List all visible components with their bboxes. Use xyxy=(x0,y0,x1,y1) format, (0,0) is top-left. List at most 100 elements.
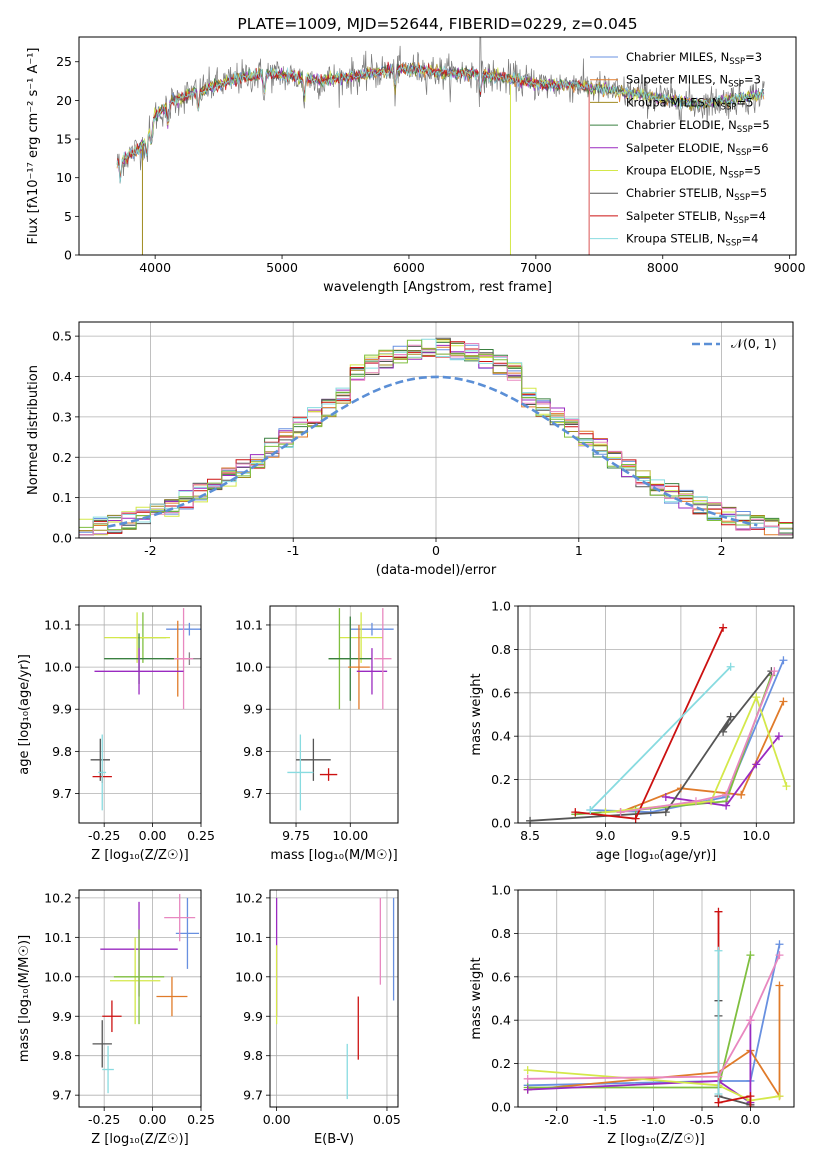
y-tick-label: 9.7 xyxy=(243,786,263,801)
weight-marker xyxy=(523,1066,532,1075)
y-axis-label: mass weight xyxy=(469,957,484,1039)
y-tick-label: 9.8 xyxy=(52,1048,72,1063)
legend-label: Chabrier MILES, NSSP=3 xyxy=(626,50,762,67)
y-axis-label: age [log₁₀(age/yr)] xyxy=(17,654,32,775)
panel-spectrum: PLATE=1009, MJD=52644, FIBERID=0229, z=0… xyxy=(26,15,806,295)
legend: Chabrier MILES, NSSP=3 Salpeter MILES, NS… xyxy=(590,50,770,249)
x-axis-label: E(B-V) xyxy=(314,1132,354,1147)
weight-marker xyxy=(586,805,595,814)
x-tick-label: 9.0 xyxy=(596,828,616,843)
weight-marker xyxy=(775,1092,784,1101)
y-tick-label: 10.0 xyxy=(44,969,72,984)
x-tick-label: 0.25 xyxy=(187,1112,215,1127)
weight-marker xyxy=(631,814,640,823)
y-tick-label: 10.1 xyxy=(44,930,72,945)
y-tick-label: 15 xyxy=(56,132,72,147)
weight-series-line xyxy=(527,954,781,1080)
x-tick-label: 4000 xyxy=(139,260,171,275)
weight-marker xyxy=(775,981,784,990)
legend-label: Kroupa ELODIE, NSSP=5 xyxy=(626,164,761,181)
weight-marker xyxy=(726,662,735,671)
weight-marker xyxy=(746,951,755,960)
y-tick-label: 0.0 xyxy=(491,1100,511,1115)
weight-marker xyxy=(726,712,735,721)
weight-marker xyxy=(782,782,791,791)
y-tick-label: 10.1 xyxy=(235,930,263,945)
weight-series-line xyxy=(527,944,781,1087)
axes-frame xyxy=(78,605,202,824)
plot-area xyxy=(92,893,200,1094)
y-tick-label: 9.9 xyxy=(243,1009,263,1024)
y-tick-label: 9.7 xyxy=(52,1088,72,1103)
chart-title: PLATE=1009, MJD=52644, FIBERID=0229, z=0… xyxy=(237,15,637,33)
x-tick-label: 1 xyxy=(575,543,583,558)
panel-age_vs_Z: -0.25 0.00 0.25 9.7 9.8 9.9 10.0 10.1 Z [log₁₀(Z… xyxy=(17,605,215,863)
legend-label: Salpeter MILES, NSSP=3 xyxy=(626,73,761,90)
panel-weight_vs_age: 8.5 9.0 9.5 10.0 0.0 0.2 0.4 0.6 0.8 1.0 age [log₁… xyxy=(469,599,795,863)
histogram-series xyxy=(79,338,793,536)
legend-label: Chabrier ELODIE, NSSP=5 xyxy=(626,118,770,135)
y-tick-label: 9.9 xyxy=(243,702,263,717)
histogram-series xyxy=(79,339,793,531)
plot-area xyxy=(287,608,394,811)
y-tick-label: 5 xyxy=(64,209,72,224)
y-tick-label: 1.0 xyxy=(491,599,511,614)
panel-residuals: -2 -1 0 1 2 0.0 0.1 0.2 0.3 0.4 0.5 (data-model)/er… xyxy=(26,321,794,578)
weight-series-line xyxy=(589,666,732,811)
weight-marker xyxy=(746,1016,755,1025)
y-tick-label: 0.2 xyxy=(491,772,511,787)
weight-marker xyxy=(523,1085,532,1094)
y-tick-label: 10.0 xyxy=(235,660,263,675)
x-tick-label: 8000 xyxy=(647,260,679,275)
weight-marker xyxy=(722,801,731,810)
weight-marker xyxy=(616,808,625,817)
x-tick-label: 0 xyxy=(432,543,440,558)
weight-marker xyxy=(714,907,723,916)
weight-marker xyxy=(714,1098,723,1107)
panel-weight_vs_Z: -2.0 -1.5 -1.0 -0.5 0.0 0.0 0.2 0.4 0.6 0.8 1.0 Z [… xyxy=(469,883,795,1147)
y-tick-label: 0.0 xyxy=(52,531,72,546)
y-tick-label: 0.6 xyxy=(491,685,511,700)
y-tick-label: 9.7 xyxy=(52,786,72,801)
weight-marker xyxy=(770,667,779,676)
x-axis-label: Z [log₁₀(Z/Z☉)] xyxy=(607,1132,704,1147)
plot-area xyxy=(526,623,791,823)
y-tick-label: 0.6 xyxy=(491,969,511,984)
x-axis-label: wavelength [Angstrom, rest frame] xyxy=(323,280,552,295)
x-tick-label: 5000 xyxy=(266,260,298,275)
weight-marker xyxy=(523,1074,532,1083)
y-tick-label: 0.4 xyxy=(491,729,511,744)
weight-marker xyxy=(737,790,746,799)
y-tick-label: 0.3 xyxy=(52,409,72,424)
y-axis-label: Flux [fλ10⁻¹⁷ erg cm⁻² s⁻¹ A⁻¹] xyxy=(26,48,41,245)
x-tick-label: 9.75 xyxy=(282,828,310,843)
plot-area xyxy=(275,897,395,1100)
axes-frame xyxy=(517,605,795,824)
y-tick-label: 0.1 xyxy=(52,490,72,505)
plot-area xyxy=(90,608,201,811)
x-tick-label: 2 xyxy=(718,543,726,558)
y-tick-label: 9.9 xyxy=(52,1009,72,1024)
x-tick-label: -1 xyxy=(287,543,299,558)
y-tick-label: 10.1 xyxy=(235,617,263,632)
plot-area xyxy=(116,37,765,255)
y-axis-label: Normed distribution xyxy=(26,365,41,495)
weight-series-line xyxy=(527,1020,752,1105)
weight-marker xyxy=(719,727,728,736)
weight-marker xyxy=(571,808,580,817)
y-tick-label: 25 xyxy=(56,54,72,69)
x-tick-label: -2.0 xyxy=(545,1112,569,1127)
x-axis-label: mass [log₁₀(M/M☉)] xyxy=(270,848,397,863)
x-tick-label: -1.0 xyxy=(641,1112,665,1127)
y-tick-label: 0.4 xyxy=(52,369,72,384)
panel-mass_vs_Z: -0.25 0.00 0.25 9.7 9.8 9.9 10.0 10.1 10.2 Z [log… xyxy=(17,889,215,1147)
y-tick-label: 0.2 xyxy=(52,450,72,465)
x-axis-label: (data-model)/error xyxy=(376,563,497,578)
y-tick-label: 20 xyxy=(56,93,72,108)
x-tick-label: 10.0 xyxy=(742,828,770,843)
plot-area xyxy=(79,337,793,536)
weight-marker xyxy=(661,808,670,817)
weight-series-line xyxy=(527,954,752,1089)
x-tick-label: -0.25 xyxy=(88,1112,120,1127)
